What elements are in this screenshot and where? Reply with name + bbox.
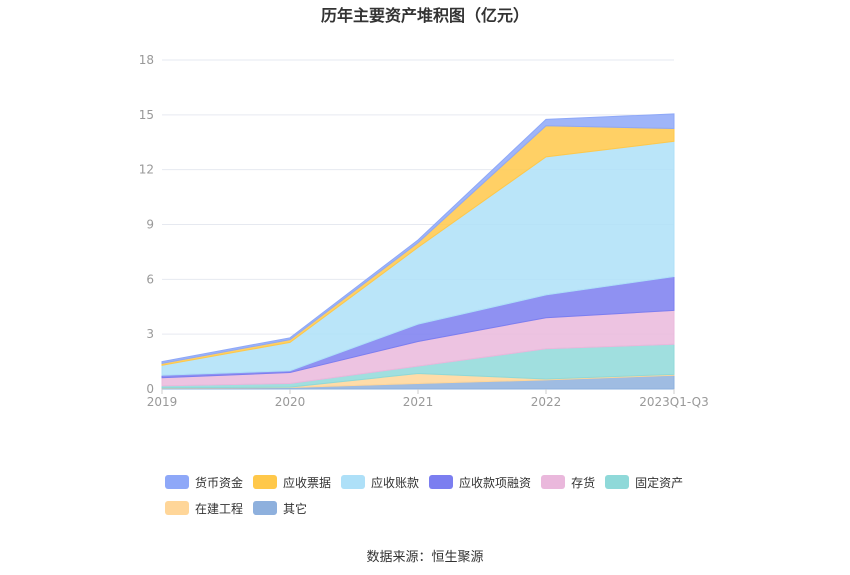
x-tick-label: 2019 [147,395,178,409]
legend-label: 固定资产 [635,475,684,490]
x-tick-label: 2023Q1-Q3 [639,395,708,409]
stacked-area-chart: 0 3 6 9 12 15 18 2019 2020 2021 2022 2023Q1-Q3 [139,53,709,409]
y-tick-label: 15 [139,108,154,122]
legend-item[interactable]: 货币资金 [165,472,243,492]
y-tick-label: 3 [146,327,154,341]
legend-swatch [253,475,278,489]
chart-title: 历年主要资产堆积图（亿元） [320,6,529,25]
x-tick-label: 2021 [403,395,434,409]
legend-item[interactable]: 应收款项融资 [429,472,531,492]
legend-label: 应收款项融资 [459,475,532,490]
x-tick-label: 2022 [531,395,562,409]
legend-swatch [341,475,366,489]
legend-swatch [165,501,189,515]
legend-label: 存货 [571,475,596,490]
y-tick-label: 9 [146,218,154,232]
legend-label: 应收票据 [283,475,332,490]
legend-label: 其它 [283,501,308,516]
y-tick-label: 6 [146,272,154,286]
legend-swatch [165,475,189,489]
legend-label: 货币资金 [195,475,244,490]
y-tick-label: 12 [139,163,154,177]
legend-label: 应收账款 [371,475,420,490]
axis-layer: 0 3 6 9 12 15 18 2019 2020 2021 2022 2023Q1-Q3 [139,53,709,409]
source-note: 数据来源：恒生聚源 [366,550,484,565]
legend-swatch [605,475,630,489]
legend-swatch [253,501,278,515]
area-layer [161,113,675,390]
series-area-货币资金[interactable] [161,113,675,365]
legend: 货币资金 应收票据 应收账款 应收款项融资 存货 固定资产在建工程 其它 [165,472,725,524]
legend-swatch [429,475,454,489]
legend-item[interactable]: 固定资产 [605,472,683,492]
legend-item[interactable]: 存货 [541,472,595,492]
legend-item[interactable]: 其它 [253,498,307,518]
legend-swatch [541,475,566,489]
x-tick-label: 2020 [275,395,306,409]
legend-item[interactable]: 在建工程 [165,498,243,518]
legend-item[interactable]: 应收票据 [253,472,331,492]
legend-item[interactable]: 应收账款 [341,472,419,492]
y-tick-label: 18 [139,53,154,67]
y-tick-label: 0 [146,382,154,396]
legend-label: 在建工程 [195,501,244,516]
